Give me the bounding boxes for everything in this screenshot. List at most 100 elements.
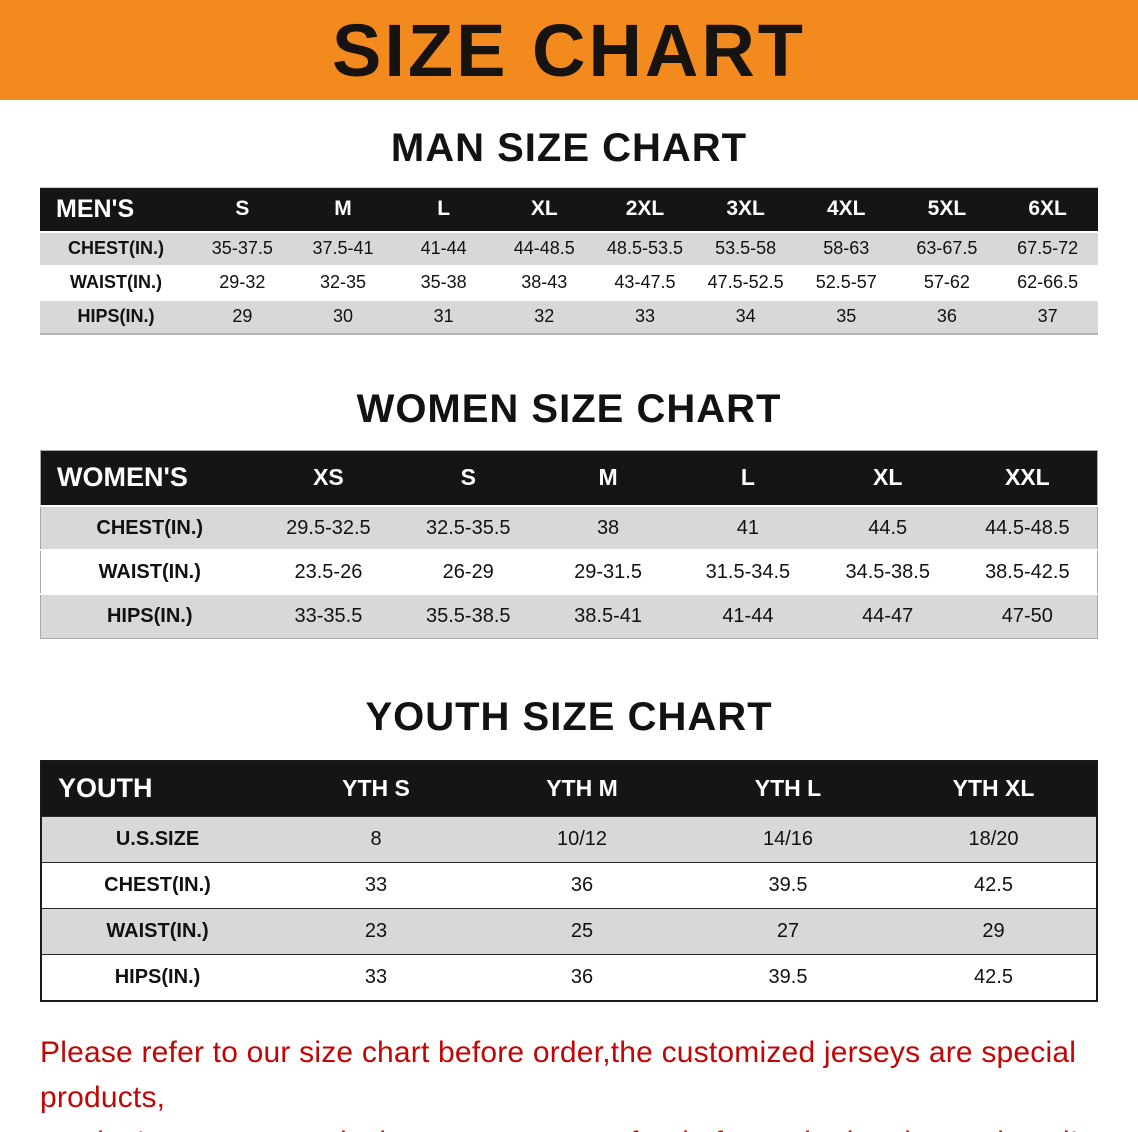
size-value-cell: 39.5 <box>768 874 808 896</box>
size-value-cell: 36 <box>936 306 957 326</box>
youth-size-chart-heading: YOUTH SIZE CHART <box>365 694 773 739</box>
size-value-cell: 34.5-38.5 <box>845 560 930 583</box>
row-label-cell: HIPS(IN.) <box>106 604 193 627</box>
size-value-cell: 39.5 <box>768 965 808 988</box>
size-value-cell: 25 <box>570 920 594 942</box>
size-value-cell: 37 <box>1037 306 1058 326</box>
size-value-cell: 10/12 <box>556 828 608 850</box>
disclaimer-line-1: Please refer to our size chart before or… <box>40 1035 1077 1114</box>
size-value-cell: 41-44 <box>722 604 774 627</box>
size-value-cell: 38.5-42.5 <box>985 560 1070 583</box>
size-value-cell: 52.5-57 <box>815 272 877 292</box>
size-value-cell: 29.5-32.5 <box>286 516 371 539</box>
size-value-cell: 30 <box>332 306 353 326</box>
size-column-header: XXL <box>957 450 1098 506</box>
size-value-cell: 38 <box>596 516 620 539</box>
table-row: WAIST(IN.) 23 25 27 29 <box>41 908 1097 955</box>
size-value-cell: 31.5-34.5 <box>705 560 791 583</box>
table-header-row: MEN'S S M L XL 2XL 3XL 4XL 5XL 6XL <box>40 187 1098 232</box>
size-value-cell: 58-63 <box>823 238 870 258</box>
size-value-cell: 41-44 <box>420 238 467 258</box>
size-value-cell: 32-35 <box>319 272 366 292</box>
row-label-cell: CHEST(IN.) <box>104 874 211 896</box>
size-value-cell: 35 <box>836 306 857 326</box>
disclaimer-line-2: we don't accept cancel, change, teturn o… <box>40 1120 1108 1132</box>
size-column-header: S <box>192 187 293 232</box>
size-value-cell: 48.5-53.5 <box>606 238 683 258</box>
size-value-cell: 67.5-72 <box>1017 238 1079 258</box>
size-value-cell: 44-48.5 <box>513 238 575 258</box>
size-value-cell: 33 <box>364 965 388 988</box>
table-row: CHEST(IN.) 35-37.5 37.5-41 41-44 44-48.5 48.5… <box>40 231 1098 266</box>
size-column-header: L <box>393 187 494 232</box>
size-value-cell: 53.5-58 <box>715 238 777 258</box>
size-column-header: 4XL <box>795 187 897 232</box>
table-row: CHEST(IN.) 33 36 39.5 42.5 <box>41 862 1097 909</box>
size-value-cell: 31 <box>433 306 454 326</box>
women-size-table-wrap: WOMEN'S XS S M L XL XXL CHEST(IN.) 29.5-32.5 32.5… <box>40 449 1098 639</box>
size-column-header: 3XL <box>695 187 796 232</box>
row-label-cell: WAIST(IN.) <box>98 560 201 583</box>
size-value-cell: 42.5 <box>974 874 1013 896</box>
size-value-cell: 47.5-52.5 <box>707 272 784 292</box>
size-value-cell: 35-37.5 <box>211 238 273 258</box>
size-value-cell: 29-32 <box>219 272 266 292</box>
size-column-header: 2XL <box>594 187 696 232</box>
size-column-header: YTH S <box>273 760 479 817</box>
table-header-row: YOUTH YTH S YTH M YTH L YTH XL <box>41 760 1097 817</box>
size-value-cell: 32 <box>534 306 555 326</box>
size-value-cell: 44.5 <box>868 516 908 539</box>
size-value-cell: 44.5-48.5 <box>985 516 1070 539</box>
size-value-cell: 57-62 <box>923 272 970 292</box>
women-size-chart-heading: WOMEN SIZE CHART <box>356 386 782 431</box>
size-column-header: S <box>398 450 539 506</box>
size-value-cell: 23.5-26 <box>294 560 363 583</box>
men-size-table: MEN'S S M L XL 2XL 3XL 4XL 5XL 6XL CHEST(IN.) 35-37… <box>40 187 1098 335</box>
table-row: HIPS(IN.) 33 36 39.5 42.5 <box>41 954 1097 1001</box>
size-value-cell: 42.5 <box>974 965 1013 988</box>
size-value-cell: 18/20 <box>968 828 1019 850</box>
youth-size-table: YOUTH YTH S YTH M YTH L YTH XL U.S.SIZE 8 10/12… <box>40 759 1098 1002</box>
size-value-cell: 14/16 <box>762 828 814 850</box>
row-label-cell: CHEST(IN.) <box>96 516 204 539</box>
size-value-cell: 33 <box>364 874 388 896</box>
size-value-cell: 36 <box>570 874 594 896</box>
size-column-header: YTH M <box>479 760 685 817</box>
size-value-cell: 35-38 <box>420 272 467 292</box>
size-value-cell: 38-43 <box>521 272 568 292</box>
size-value-cell: 34 <box>735 306 756 326</box>
table-title-cell: WOMEN'S <box>40 450 259 506</box>
size-column-header: XL <box>817 450 958 506</box>
size-value-cell: 29 <box>232 306 253 326</box>
row-label-cell: HIPS(IN.) <box>77 306 155 326</box>
size-column-header: XL <box>493 187 595 232</box>
size-column-header: XS <box>258 450 399 506</box>
row-label-cell: CHEST(IN.) <box>68 238 164 258</box>
size-value-cell: 35.5-38.5 <box>425 604 511 627</box>
size-value-cell: 8 <box>370 828 382 850</box>
size-value-cell: 29-31.5 <box>574 560 642 583</box>
table-row: WAIST(IN.) 23.5-26 26-29 29-31.5 31.5-34.5 34… <box>40 550 1098 594</box>
size-value-cell: 63-67.5 <box>916 238 978 258</box>
size-value-cell: 26-29 <box>442 560 494 583</box>
size-value-cell: 47-50 <box>1001 604 1053 627</box>
size-value-cell: 23 <box>364 920 388 942</box>
table-title-cell: MEN'S <box>40 187 192 232</box>
size-column-header: YTH L <box>685 760 891 817</box>
size-value-cell: 37.5-41 <box>312 238 374 258</box>
table-row: HIPS(IN.) 29 30 31 32 33 34 35 36 37 <box>40 299 1098 334</box>
size-value-cell: 62-66.5 <box>1017 272 1079 292</box>
size-value-cell: 38.5-41 <box>574 604 642 627</box>
row-label-cell: WAIST(IN.) <box>106 920 209 942</box>
man-size-chart-heading: MAN SIZE CHART <box>390 126 748 170</box>
size-value-cell: 43-47.5 <box>614 272 676 292</box>
table-row: HIPS(IN.) 33-35.5 35.5-38.5 38.5-41 41-44 44-… <box>40 594 1098 638</box>
size-chart-banner: SIZE CHART <box>0 0 1138 100</box>
table-row: WAIST(IN.) 29-32 32-35 35-38 38-43 43-47.5 47.… <box>40 265 1098 300</box>
table-row: U.S.SIZE 8 10/12 14/16 18/20 <box>41 816 1097 863</box>
size-column-header: 6XL <box>997 187 1098 232</box>
row-label-cell: HIPS(IN.) <box>114 965 201 988</box>
row-label-cell: U.S.SIZE <box>115 828 200 850</box>
page-title: SIZE CHART <box>332 8 806 92</box>
men-size-table-wrap: MEN'S S M L XL 2XL 3XL 4XL 5XL 6XL CHEST(IN.) 35-37… <box>40 187 1098 335</box>
